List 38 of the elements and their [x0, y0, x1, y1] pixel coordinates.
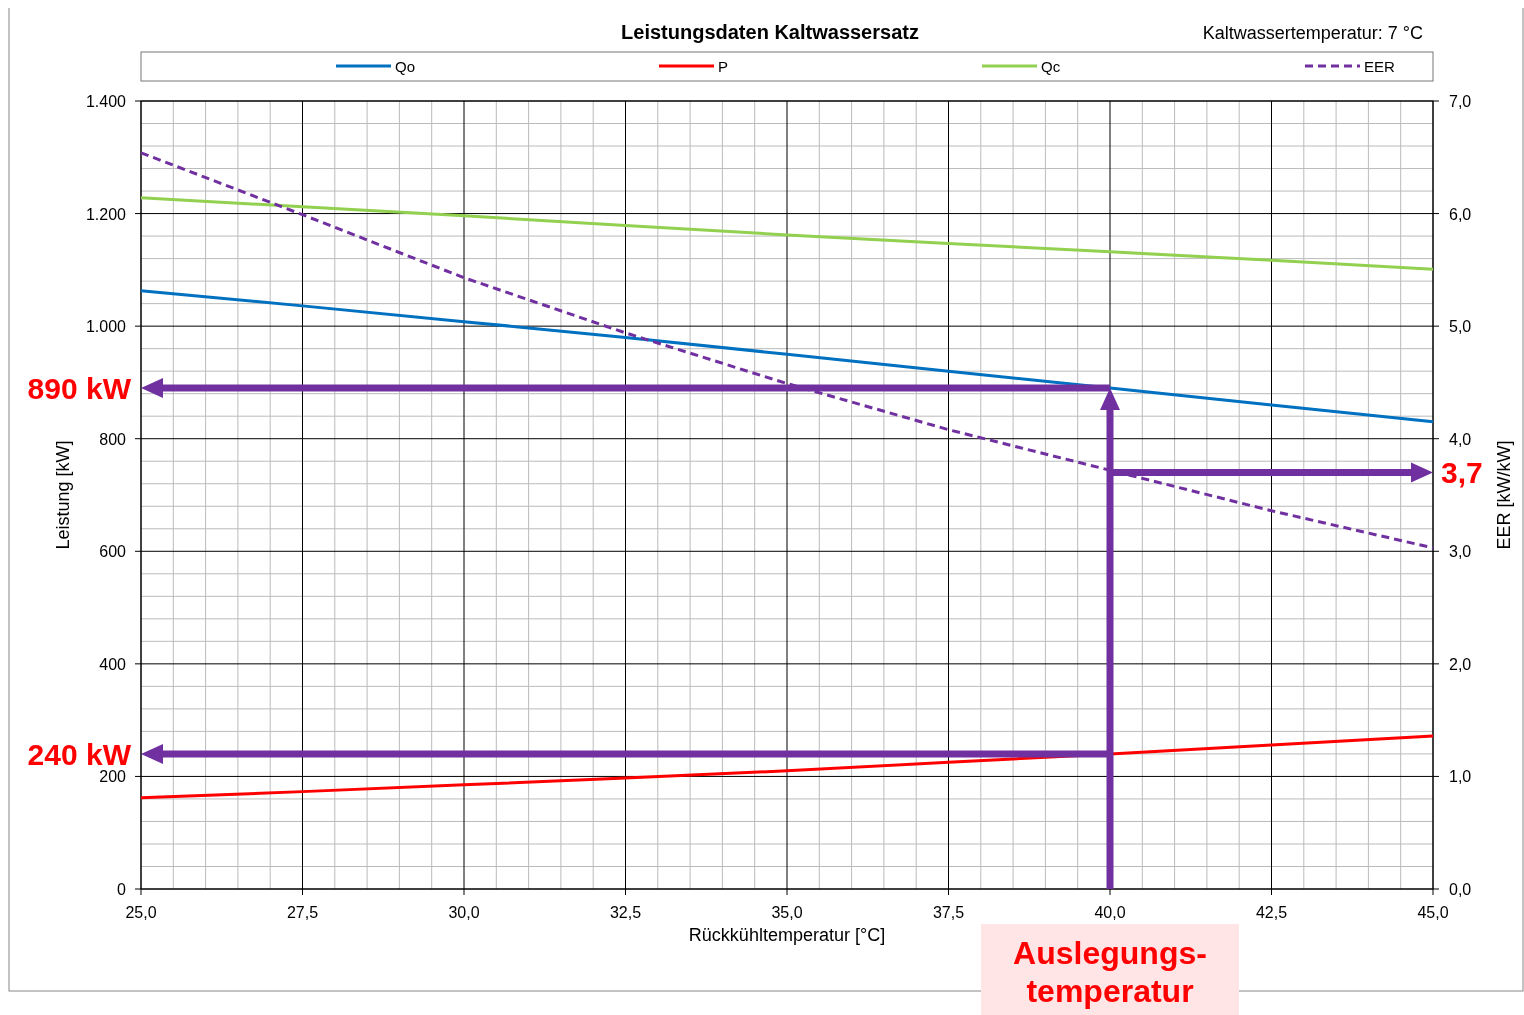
y2-tick-label: 4,0: [1449, 430, 1472, 448]
x-tick-label: 45,0: [1417, 904, 1449, 921]
ref-line-label: 3,7: [1441, 456, 1483, 490]
y2-tick-label: 5,0: [1449, 318, 1472, 336]
y2-axis-title: EER [kW/kW]: [1494, 440, 1514, 550]
ref-line-label: Auslegungs-temperatur: [1013, 935, 1207, 1009]
y-axis-title: Leistung [kW]: [53, 440, 73, 550]
x-axis-title: Rückkühltemperatur [°C]: [688, 925, 886, 945]
y-tick-label: 400: [99, 655, 127, 673]
y-tick-label: 1.400: [85, 93, 127, 110]
x-tick-label: 37,5: [932, 904, 965, 921]
ref-line-label: 240 kW: [27, 737, 132, 771]
legend-label: Qo: [395, 58, 416, 75]
y2-tick-label: 2,0: [1449, 655, 1472, 673]
legend-label: Qc: [1041, 58, 1061, 75]
ref-line-label: 890 kW: [27, 372, 132, 406]
y2-tick-label: 1,0: [1449, 768, 1472, 786]
y-tick-label: 1.200: [85, 205, 127, 223]
y-tick-label: 800: [99, 430, 127, 448]
y2-tick-label: 3,0: [1449, 543, 1472, 561]
text: Kaltwassertemperatur: 7 °C: [1202, 23, 1423, 43]
x-tick-label: 40,0: [1094, 904, 1126, 921]
x-tick-label: 27,5: [286, 904, 319, 921]
y-tick-label: 200: [99, 768, 127, 786]
x-tick-label: 30,0: [448, 904, 480, 921]
legend-label: P: [718, 58, 729, 75]
x-tick-label: 35,0: [771, 904, 803, 921]
y2-tick-label: 7,0: [1449, 93, 1472, 110]
x-tick-label: 32,5: [609, 904, 642, 921]
y2-tick-label: 6,0: [1449, 205, 1472, 223]
chart-title: Leistungsdaten Kaltwassersatz: [621, 21, 919, 43]
y-tick-label: 600: [99, 543, 127, 561]
x-tick-label: 25,0: [125, 904, 157, 921]
y-tick-label: 0: [117, 881, 127, 898]
x-tick-label: 42,5: [1255, 904, 1288, 921]
y-tick-label: 1.000: [85, 318, 127, 336]
y2-tick-label: 0,0: [1449, 881, 1472, 898]
legend-label: EER: [1364, 58, 1396, 75]
